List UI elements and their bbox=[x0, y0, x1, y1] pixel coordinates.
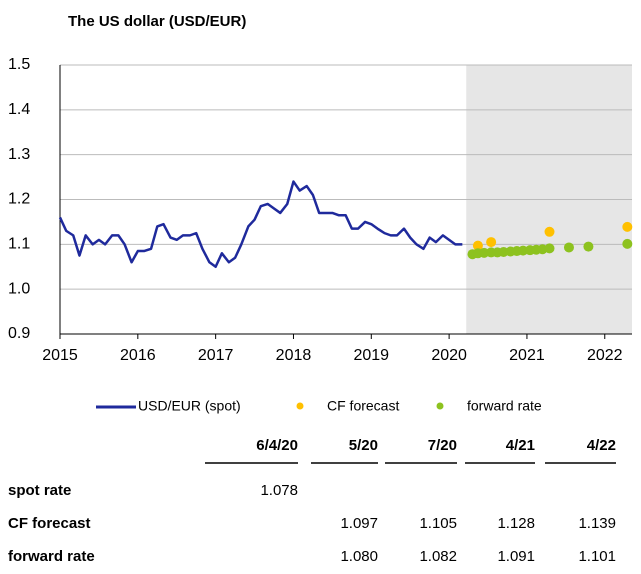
cell: 1.080 bbox=[340, 548, 378, 565]
x-tick-label: 2016 bbox=[120, 347, 156, 364]
column-header: 4/21 bbox=[506, 437, 535, 454]
y-tick-label: 1.5 bbox=[8, 56, 30, 73]
x-tick-label: 2018 bbox=[276, 347, 312, 364]
x-tick-label: 2015 bbox=[42, 347, 78, 364]
legend-dot bbox=[296, 402, 304, 410]
dot bbox=[472, 240, 483, 251]
column-header: 4/22 bbox=[587, 437, 616, 454]
row-label: CF forecast bbox=[8, 515, 91, 532]
y-tick-label: 1.1 bbox=[8, 236, 30, 253]
y-tick-label: 1.3 bbox=[8, 146, 30, 163]
dot bbox=[486, 237, 497, 248]
cell: 1.097 bbox=[340, 515, 378, 532]
cell: 1.091 bbox=[497, 548, 535, 565]
cell: 1.105 bbox=[419, 515, 457, 532]
dot bbox=[544, 243, 555, 254]
column-header: 5/20 bbox=[349, 437, 378, 454]
x-tick-label: 2022 bbox=[587, 347, 623, 364]
x-tick-label: 2021 bbox=[509, 347, 545, 364]
cell: 1.082 bbox=[419, 548, 457, 565]
legend-dot bbox=[436, 402, 444, 410]
dot bbox=[544, 226, 555, 237]
x-tick-label: 2017 bbox=[198, 347, 234, 364]
dot bbox=[622, 221, 633, 232]
x-tick-label: 2019 bbox=[353, 347, 389, 364]
dot bbox=[563, 242, 574, 253]
x-tick-label: 2020 bbox=[431, 347, 467, 364]
legend-label: USD/EUR (spot) bbox=[138, 398, 241, 414]
column-header: 7/20 bbox=[428, 437, 457, 454]
dot bbox=[622, 238, 633, 249]
y-tick-label: 1.4 bbox=[8, 101, 30, 118]
cell: 1.128 bbox=[497, 515, 535, 532]
row-label: forward rate bbox=[8, 548, 95, 565]
column-header: 6/4/20 bbox=[256, 437, 298, 454]
spot-line bbox=[58, 180, 463, 268]
y-tick-label: 1.0 bbox=[8, 280, 30, 297]
cell: 1.139 bbox=[578, 515, 616, 532]
legend-label: CF forecast bbox=[327, 398, 399, 414]
cell: 1.078 bbox=[260, 482, 298, 499]
y-tick-label: 1.2 bbox=[8, 191, 30, 208]
legend-label: forward rate bbox=[467, 398, 542, 414]
cell: 1.101 bbox=[578, 548, 616, 565]
chart-title: The US dollar (USD/EUR) bbox=[68, 13, 246, 30]
y-tick-label: 0.9 bbox=[8, 325, 30, 342]
row-label: spot rate bbox=[8, 482, 71, 499]
dot bbox=[583, 241, 594, 252]
